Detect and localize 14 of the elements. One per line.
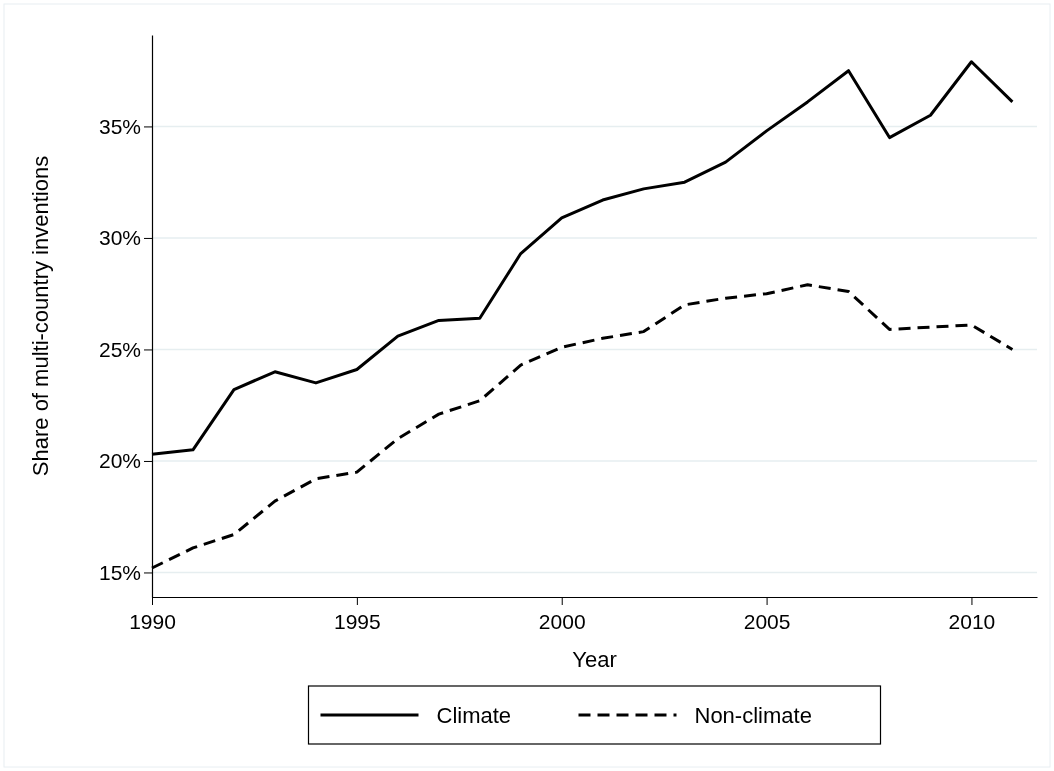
y-tick-label: 30% [98,226,141,250]
y-tick-label: 20% [98,449,141,473]
y-tick-label: 15% [98,560,141,584]
x-tick-label: 1995 [334,610,381,633]
legend-label: Non-climate [694,703,812,728]
x-axis-title: Year [572,647,617,672]
x-tick-label: 2005 [743,610,791,633]
x-tick-label: 2010 [948,610,996,633]
x-tick-label: 1990 [129,610,176,633]
x-tick-label: 2000 [538,610,586,633]
y-tick-label: 25% [98,337,141,361]
legend-label: Climate [436,703,512,728]
y-axis-title: Share of multi-country inventions [28,155,53,477]
y-tick-label: 35% [98,114,141,138]
